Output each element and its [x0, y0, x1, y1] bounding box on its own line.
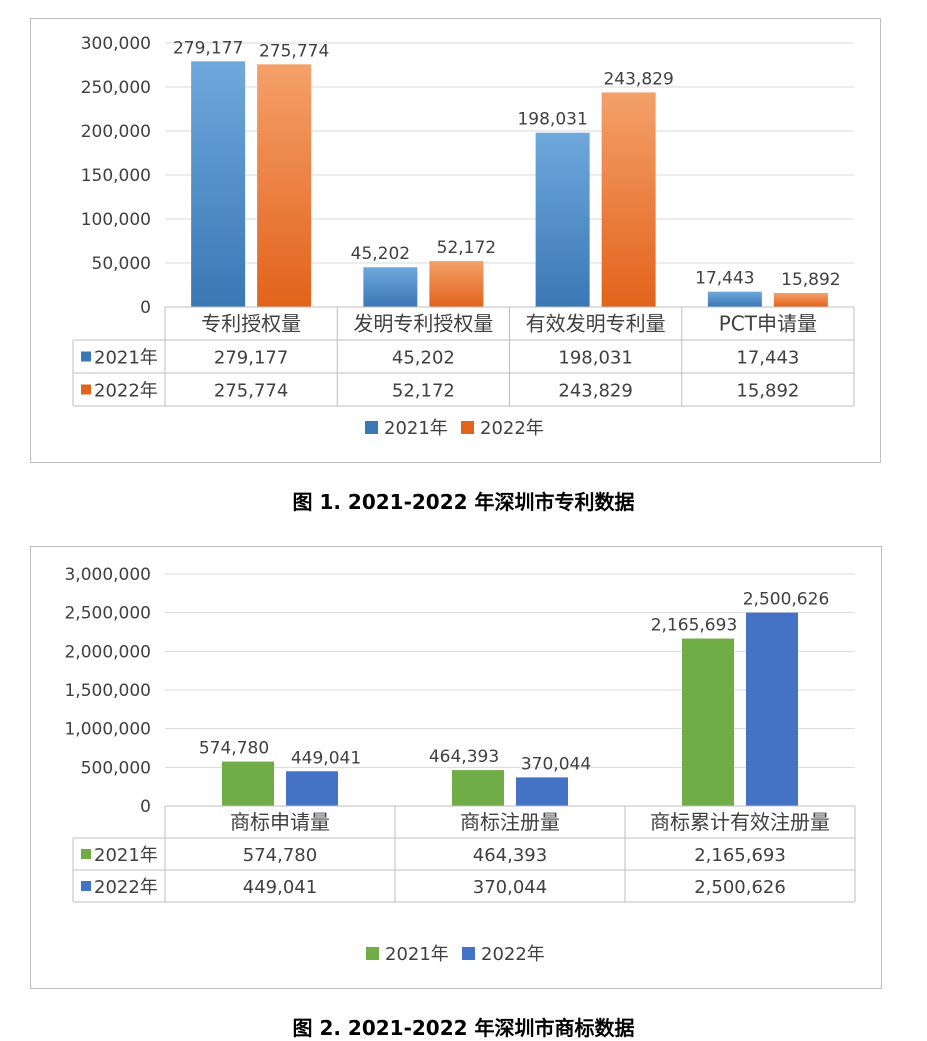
y-tick-label: 250,000: [81, 78, 151, 98]
y-tick-label: 50,000: [92, 254, 151, 274]
category-label: 商标注册量: [460, 810, 560, 834]
trademark-chart: 0 500,000 1,000,000 1,500,000 2,000,000 2,500…: [30, 546, 882, 989]
table-series-label: 2021年: [94, 348, 158, 369]
legend-swatch: [461, 421, 474, 434]
patent-chart: 0 50,000 100,000 150,000 200,000 250,000 300,0…: [30, 18, 881, 463]
data-label: 198,031: [517, 110, 587, 130]
table-cell: 45,202: [392, 348, 455, 369]
bar-2022: [746, 612, 798, 806]
category-label: 商标申请量: [230, 810, 330, 834]
y-tick-label: 1,000,000: [64, 720, 151, 740]
y-tick-label: 2,500,000: [64, 604, 151, 624]
table-cell: 243,829: [558, 381, 632, 402]
bar-2022: [286, 771, 338, 806]
category-label: 发明专利授权量: [353, 312, 493, 336]
category-label: 有效发明专利量: [526, 312, 666, 336]
patent-chart-svg: 0 50,000 100,000 150,000 200,000 250,000 300,0…: [72, 34, 855, 439]
bar-2021: [682, 638, 734, 806]
table-cell: 2,500,626: [694, 877, 786, 898]
y-tick-label: 300,000: [81, 34, 151, 54]
bar-2021: [707, 291, 762, 307]
table-series-label: 2021年: [94, 845, 158, 866]
table-cell: 198,031: [558, 348, 632, 369]
data-label: 574,780: [199, 739, 269, 759]
table-cell: 275,774: [214, 381, 288, 402]
bar-2021: [222, 761, 274, 806]
category-label: PCT申请量: [719, 312, 817, 336]
table-cell: 17,443: [736, 348, 799, 369]
bar-2022: [516, 777, 568, 806]
legend-swatch: [366, 947, 379, 960]
table-cell: 370,044: [473, 877, 547, 898]
legend-swatch: [365, 421, 378, 434]
data-label: 17,443: [695, 269, 754, 289]
data-label: 275,774: [259, 41, 329, 61]
y-tick-label: 0: [140, 298, 151, 318]
table-cell: 52,172: [392, 381, 455, 402]
bar-2022: [773, 293, 828, 307]
table-legend-swatch: [81, 849, 91, 859]
y-tick-label: 200,000: [81, 122, 151, 142]
data-label: 2,165,693: [651, 616, 738, 636]
table-cell: 464,393: [473, 845, 547, 866]
y-tick-label: 1,500,000: [64, 681, 151, 701]
table-cell: 2,165,693: [694, 845, 786, 866]
y-tick-label: 0: [140, 797, 151, 817]
y-tick-label: 3,000,000: [64, 565, 151, 585]
table-cell: 279,177: [214, 348, 288, 369]
table-cell: 15,892: [736, 381, 799, 402]
table-series-label: 2022年: [94, 381, 158, 402]
data-label: 279,177: [173, 38, 243, 58]
y-tick-label: 150,000: [81, 166, 151, 186]
data-label: 243,829: [603, 69, 673, 89]
category-label: 专利授权量: [201, 312, 301, 336]
y-tick-label: 100,000: [81, 210, 151, 230]
legend-label: 2021年: [385, 944, 449, 965]
table-cell: 449,041: [243, 877, 317, 898]
legend-label: 2021年: [384, 418, 448, 439]
bar-2022: [257, 64, 312, 307]
data-label: 464,393: [429, 747, 499, 767]
table-legend-swatch: [81, 351, 91, 362]
legend-label: 2022年: [481, 944, 545, 965]
data-label: 15,892: [781, 270, 840, 290]
data-label: 370,044: [521, 754, 591, 774]
bar-2021: [535, 132, 590, 307]
bar-2021: [363, 267, 418, 307]
bar-2021: [191, 61, 246, 307]
legend-swatch: [462, 947, 475, 960]
data-label: 45,202: [351, 244, 410, 264]
trademark-chart-caption: 图 2. 2021-2022 年深圳市商标数据: [292, 1016, 635, 1040]
y-tick-label: 500,000: [81, 758, 151, 778]
category-label: 商标累计有效注册量: [650, 810, 830, 834]
data-label: 52,172: [437, 238, 496, 258]
bar-2021: [452, 770, 504, 806]
y-tick-label: 2,000,000: [64, 642, 151, 662]
table-legend-swatch: [81, 384, 91, 395]
table-legend-swatch: [81, 881, 91, 891]
bar-2022: [601, 92, 656, 307]
trademark-chart-svg: 0 500,000 1,000,000 1,500,000 2,000,000 2,500…: [64, 565, 856, 965]
table-series-label: 2022年: [94, 877, 158, 898]
bar-2022: [429, 261, 484, 307]
data-label: 449,041: [291, 748, 361, 768]
table-cell: 574,780: [243, 845, 317, 866]
data-label: 2,500,626: [743, 590, 830, 610]
legend-label: 2022年: [480, 418, 544, 439]
patent-chart-caption: 图 1. 2021-2022 年深圳市专利数据: [292, 490, 635, 514]
